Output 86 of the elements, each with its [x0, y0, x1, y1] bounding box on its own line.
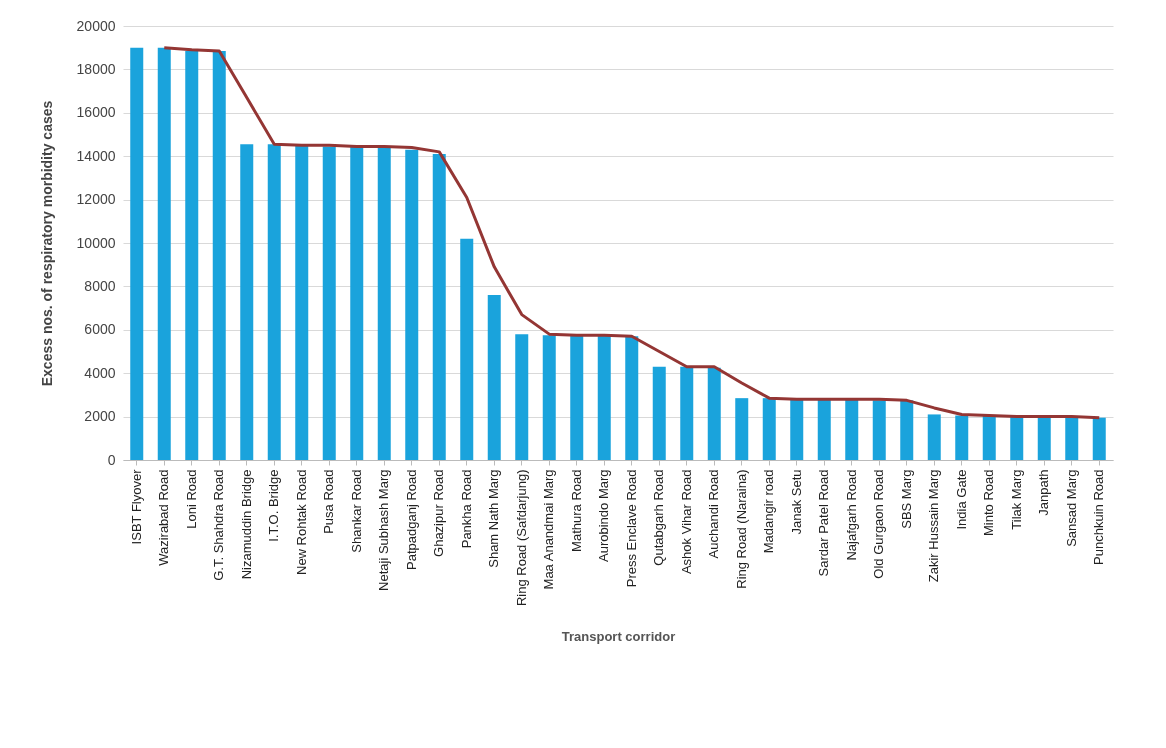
x-tick-label: Auchandi Road: [706, 469, 722, 559]
bar: [1092, 417, 1106, 460]
bar: [432, 154, 446, 460]
bar: [900, 400, 914, 460]
x-tick-label: Shankar Road: [348, 469, 364, 553]
bar: [542, 335, 556, 460]
line-series: [162, 46, 1101, 420]
x-tick-label: SBS Marg: [898, 469, 914, 529]
y-tick-label: 16000: [76, 104, 116, 121]
bar: [157, 47, 171, 460]
x-tick-label: Ghazipur Road: [431, 469, 447, 557]
bar: [405, 149, 419, 460]
bar: [130, 47, 144, 460]
bar: [597, 335, 611, 460]
bar: [652, 366, 666, 460]
x-tick-label: Loni Road: [183, 469, 199, 529]
x-tick-label: Punchkuin Road: [1091, 469, 1107, 565]
bar: [350, 146, 364, 460]
bar: [790, 399, 804, 460]
y-tick-label: 4000: [84, 364, 116, 381]
bar: [460, 238, 474, 460]
x-tick-label: Minto Road: [981, 469, 997, 536]
bar: [735, 398, 749, 460]
y-axis-title: Excess nos. of respiratory morbidity cases: [38, 100, 55, 387]
x-tick-label: Patpadganj Road: [403, 469, 419, 570]
y-tick-label: 8000: [84, 277, 116, 294]
x-tick-label: Najafgarh Road: [843, 469, 859, 561]
x-tick-label: Sansad Marg: [1063, 469, 1079, 547]
bar: [872, 400, 886, 460]
x-tick-label: Press Enclave Road: [623, 469, 639, 588]
x-tick-label: Mathura Road: [568, 469, 584, 552]
y-tick-label: 2000: [84, 408, 116, 425]
x-tick-label: Aurobindo Marg: [596, 469, 612, 562]
bar: [845, 399, 859, 460]
bar: [295, 145, 309, 460]
x-tick-label: I.T.O. Bridge: [266, 469, 282, 542]
y-tick-label: 14000: [76, 147, 116, 164]
x-tick-label: Ring Road (Safdarjung): [513, 469, 529, 607]
bar: [1037, 416, 1051, 460]
x-tick-label: Qutabgarh Road: [651, 469, 667, 566]
bar: [212, 50, 226, 460]
x-tick-label: India Gate: [953, 469, 969, 530]
bar: [955, 415, 969, 460]
bar: [1065, 417, 1079, 460]
x-tick-label: Zakir Hussain Marg: [926, 469, 942, 583]
bar: [817, 399, 831, 460]
bar: [927, 414, 941, 460]
y-tick-label: 20000: [76, 17, 116, 34]
x-tick-label: Sardar Patel Road: [816, 469, 832, 577]
bar: [625, 336, 639, 460]
bar: [982, 415, 996, 460]
x-tick-label: Netaji Subhash Marg: [376, 469, 392, 591]
bar: [322, 146, 336, 460]
x-tick-label: Wazirabad Road: [156, 469, 172, 566]
x-tick-label: Nizamuddin Bridge: [238, 469, 254, 580]
x-tick-label: New Rohtak Road: [293, 469, 309, 575]
x-tick-label: ISBT Flyover: [128, 468, 144, 545]
bar: [515, 334, 529, 460]
y-tick-label: 0: [107, 451, 116, 468]
x-tick-label: Ring Road (Naraina): [733, 469, 749, 589]
bar: [707, 367, 721, 460]
bar: [185, 50, 199, 460]
y-tick-label: 18000: [76, 60, 116, 77]
x-tick-label: Pusa Road: [321, 469, 337, 534]
y-tick-label: 6000: [84, 321, 116, 338]
bar: [487, 295, 501, 460]
x-tick-label: G.T. Shahdra Road: [211, 469, 227, 581]
x-tick-label: Maa Anandmai Marg: [541, 469, 557, 590]
x-tick-label: Janpath: [1036, 469, 1052, 516]
x-tick-label: Janak Setu: [788, 469, 804, 535]
x-tick-label: Tilak Marg: [1008, 469, 1024, 530]
bar: [570, 335, 584, 460]
x-tick-label: Madangir road: [761, 469, 777, 554]
x-tick-label: Sham Nath Marg: [486, 469, 502, 568]
bar: [1010, 416, 1024, 460]
x-tick-label: Ashok Vihar Road: [678, 469, 694, 575]
bar: [267, 144, 281, 460]
y-tick-label: 10000: [76, 234, 116, 251]
x-axis-title: Transport corridor: [561, 629, 676, 645]
y-tick-label: 12000: [76, 191, 116, 208]
bar: [240, 144, 254, 460]
bar: [762, 398, 776, 460]
bar: [680, 366, 694, 460]
x-tick-label: Old Gurgaon Road: [871, 469, 887, 579]
x-tick-label: Pankha Road: [458, 469, 474, 549]
bar: [377, 146, 391, 460]
